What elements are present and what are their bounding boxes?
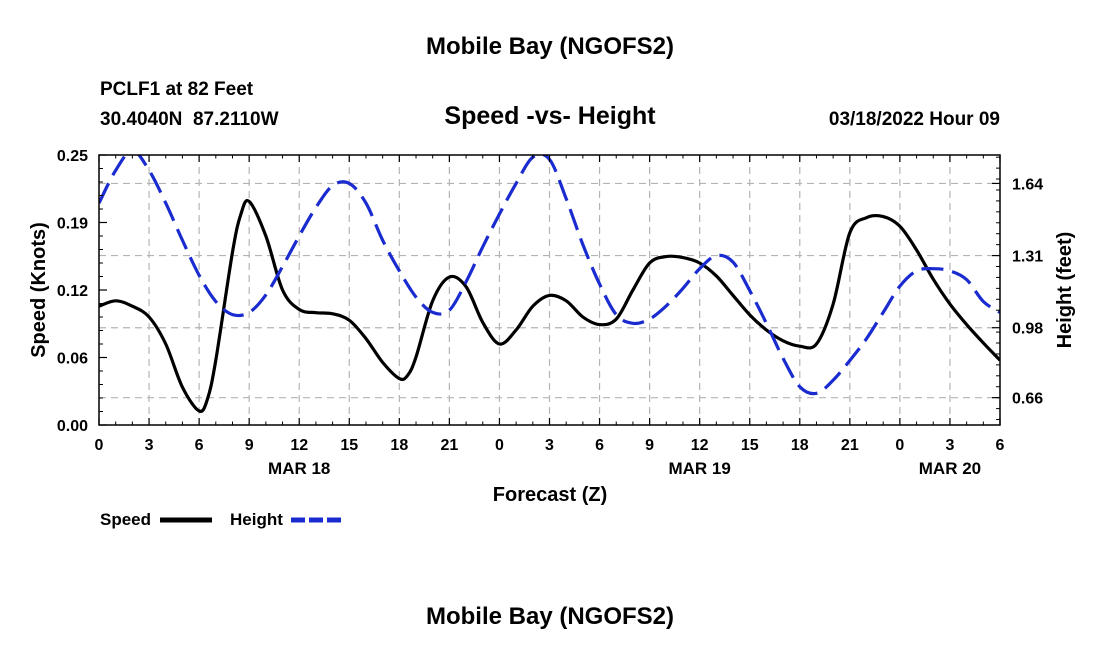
page-title: Mobile Bay (NGOFS2)	[426, 33, 674, 60]
day-label: MAR 20	[919, 459, 981, 478]
coordinates-label: 30.4040N 87.2110W	[100, 109, 279, 130]
x-tick-label: 18	[791, 437, 809, 454]
forecast-datetime: 03/18/2022 Hour 09	[829, 109, 1000, 130]
x-tick-label: 3	[545, 437, 554, 454]
x-tick-label: 12	[691, 437, 709, 454]
y-left-tick-label: 0.12	[57, 283, 88, 300]
x-axis-title: Forecast (Z)	[493, 484, 607, 506]
x-tick-label: 6	[595, 437, 604, 454]
y-right-tick-label: 1.64	[1012, 176, 1043, 193]
footer-title: Mobile Bay (NGOFS2)	[426, 603, 674, 630]
x-tick-label: 0	[895, 437, 904, 454]
y-right-tick-label: 1.31	[1012, 249, 1043, 266]
chart-subtitle: Speed -vs- Height	[444, 102, 656, 130]
y-left-tick-label: 0.19	[57, 216, 88, 233]
x-tick-label: 18	[390, 437, 408, 454]
x-tick-label: 0	[495, 437, 504, 454]
legend-speed-label: Speed	[100, 510, 151, 529]
day-label: MAR 19	[668, 459, 730, 478]
station-label: PCLF1 at 82 Feet	[100, 79, 254, 100]
height-series-line	[99, 155, 1000, 396]
x-tick-label: 3	[145, 437, 154, 454]
legend-height-label: Height	[230, 510, 283, 529]
x-tick-label: 0	[95, 437, 104, 454]
y-left-tick-label: 0.06	[57, 351, 88, 368]
x-tick-label: 9	[245, 437, 254, 454]
x-tick-label: 15	[741, 437, 759, 454]
x-tick-label: 3	[945, 437, 954, 454]
x-tick-label: 12	[290, 437, 308, 454]
x-tick-label: 6	[195, 437, 204, 454]
x-tick-label: 9	[645, 437, 654, 454]
day-label: MAR 18	[268, 459, 330, 478]
x-tick-label: 6	[996, 437, 1005, 454]
y-axis-right-title: Height (feet)	[1054, 232, 1076, 349]
speed-series-line	[99, 199, 1000, 413]
grid-lines	[99, 155, 1000, 425]
axis-ticks	[98, 154, 1001, 426]
y-axis-left-title: Speed (Knots)	[28, 222, 50, 358]
y-right-tick-label: 0.66	[1012, 391, 1043, 408]
y-right-tick-label: 0.98	[1012, 321, 1043, 338]
x-tick-label: 21	[440, 437, 458, 454]
y-left-tick-label: 0.00	[57, 418, 88, 435]
y-left-tick-label: 0.25	[57, 148, 88, 165]
axis-labels: 0 3 6 9 12 15 18 21 0 3 6 9 12 15 18 21 0 3 6 MAR 18 MAR 19 M…	[57, 148, 1043, 478]
x-tick-label: 15	[340, 437, 358, 454]
x-tick-label: 21	[841, 437, 859, 454]
legend: Speed Height	[100, 510, 343, 529]
